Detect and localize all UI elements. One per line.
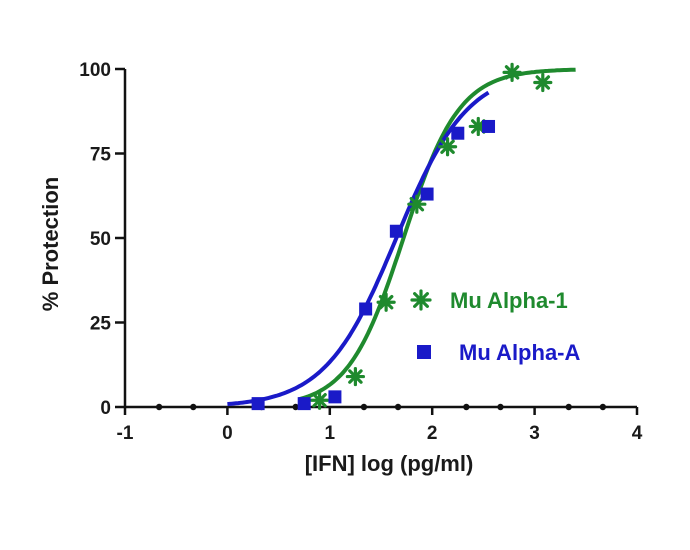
data-point-square <box>297 397 311 411</box>
legend-marker-asterisk <box>410 289 432 311</box>
x-minor-tick <box>565 403 572 411</box>
y-tick-label: 0 <box>100 398 111 419</box>
legend-marker-square <box>417 345 431 359</box>
y-axis-title: % Protection <box>38 177 63 311</box>
fit-curves <box>227 67 576 407</box>
legend-label: Mu Alpha-1 <box>450 288 568 313</box>
y-tick-label: 50 <box>90 229 111 250</box>
x-tick-label: 3 <box>529 423 540 444</box>
x-tick-label: 1 <box>325 423 336 444</box>
x-minor-tick <box>155 403 163 411</box>
data-point-asterisk <box>533 72 553 93</box>
x-minor-tick <box>497 403 504 411</box>
data-point-square <box>251 397 265 411</box>
x-tick-label: -1 <box>117 423 134 444</box>
data-point-square <box>451 126 465 140</box>
x-tick-label: 4 <box>632 423 643 444</box>
legend-label: Mu Alpha-A <box>459 340 580 365</box>
data-point-asterisk <box>309 390 330 410</box>
data-point-square <box>482 119 496 133</box>
data-point-square <box>328 390 342 404</box>
x-tick-label: 2 <box>427 423 438 444</box>
x-minor-tick <box>463 403 470 411</box>
x-ticks: -1 0 1 2 3 4 <box>117 407 643 444</box>
x-minor-tick <box>599 403 607 411</box>
fit-curve-mu-alpha-a <box>227 90 490 407</box>
x-minor-tick <box>190 403 197 411</box>
data-point-square <box>359 302 373 316</box>
data-point-asterisk <box>376 292 396 312</box>
data-point-asterisk <box>502 62 522 82</box>
x-minor-tick <box>360 403 368 411</box>
data-points <box>251 62 553 411</box>
data-point-square <box>420 187 434 201</box>
x-minor-tick <box>394 403 402 411</box>
data-point-square <box>389 224 403 238</box>
x-tick-label: 0 <box>222 423 233 444</box>
x-axis-title: [IFN] log (pg/ml) <box>305 451 474 476</box>
y-tick-label: 25 <box>90 314 112 335</box>
y-tick-label: 75 <box>90 145 112 166</box>
data-point-asterisk <box>437 137 458 157</box>
y-ticks: 0 25 50 75 100 <box>79 60 125 419</box>
x-minor-tick <box>292 403 299 411</box>
legend: Mu Alpha-1 Mu Alpha-A <box>410 288 580 365</box>
y-tick-label: 100 <box>79 60 111 81</box>
data-point-asterisk <box>345 366 365 387</box>
